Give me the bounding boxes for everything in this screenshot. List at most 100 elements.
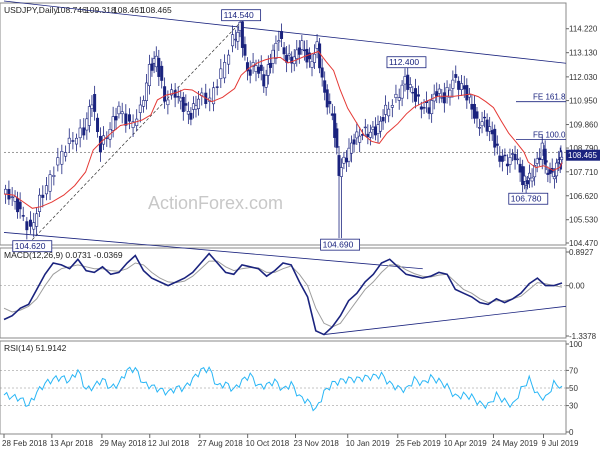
candle-body — [310, 61, 314, 68]
candle-body — [411, 91, 415, 94]
x-tick-label: 12 Jul 2018 — [148, 439, 190, 448]
candle-body — [307, 52, 311, 60]
candle-body — [483, 116, 487, 119]
candle-body — [325, 89, 329, 108]
lower-trendline — [3, 232, 423, 270]
candle-body — [240, 21, 244, 48]
candle-body — [495, 143, 499, 146]
x-tick-label: 27 Aug 2018 — [198, 439, 243, 448]
candle-body — [408, 84, 412, 88]
candle-body — [262, 74, 266, 87]
candle-body — [511, 153, 515, 155]
candle-body — [282, 47, 286, 55]
candle-body — [96, 117, 100, 133]
candle-body — [513, 154, 517, 161]
macd-line — [3, 252, 563, 336]
price-y-tick-label: 108.790 — [569, 144, 598, 153]
candle-body — [215, 86, 219, 88]
x-tick-label: 28 Feb 2018 — [2, 439, 47, 448]
candle-body — [41, 194, 45, 198]
candle-body — [490, 130, 494, 135]
candle-body — [406, 74, 410, 90]
candle-body — [18, 201, 22, 210]
candle-body — [144, 82, 148, 101]
x-tick-label: 10 Jan 2019 — [346, 439, 391, 448]
candle-body — [236, 32, 240, 42]
candle-body — [274, 42, 278, 59]
candle-body — [342, 156, 346, 164]
candle-body — [264, 75, 268, 88]
candle-body — [478, 127, 482, 129]
candle-body — [518, 163, 522, 173]
candle-body — [268, 62, 272, 68]
annotation-label: 112.400 — [389, 57, 419, 67]
watermark: ActionForex.com — [148, 193, 283, 213]
candle-body — [437, 88, 441, 94]
candle-body — [318, 43, 322, 69]
candle-body — [503, 154, 507, 157]
rsi-plot — [0, 366, 566, 412]
candle-body — [560, 156, 564, 160]
rsi-y-tick-label: 100 — [569, 340, 583, 349]
candle-body — [4, 188, 8, 195]
x-tick-label: 10 Oct 2018 — [246, 439, 290, 448]
candle-body — [154, 55, 158, 68]
annotation-label: 106.780 — [511, 194, 542, 204]
annotation-label: 104.690 — [323, 240, 354, 250]
candle-body — [243, 44, 247, 56]
price-y-tick-label: 104.470 — [569, 239, 598, 248]
candle-body — [320, 67, 324, 78]
candle-body — [238, 22, 242, 31]
candle-body — [313, 53, 317, 63]
candle-body — [454, 74, 458, 78]
candle-body — [10, 196, 14, 198]
candle-body — [287, 53, 291, 56]
macd-trendline — [323, 305, 567, 335]
candle-body — [384, 104, 388, 115]
candle-body — [535, 158, 539, 164]
candle-body — [467, 94, 471, 98]
moving-average-line — [3, 50, 563, 209]
price-header-close: 108.465 — [141, 5, 172, 15]
annotation-label: 114.540 — [224, 10, 254, 20]
candle-body — [245, 62, 249, 72]
candle-body — [191, 103, 195, 110]
candle-body — [179, 97, 183, 102]
price-y-tick-label: 105.530 — [569, 216, 598, 225]
candle-body — [337, 155, 341, 176]
candle-body — [315, 41, 319, 49]
current-price-label: 108.465 — [568, 151, 597, 160]
candle-body — [142, 100, 146, 107]
price-header-low: 108.461 — [113, 5, 144, 15]
candle-body — [462, 85, 466, 90]
candle-body — [505, 163, 509, 167]
candle-body — [38, 194, 42, 212]
candle-body — [530, 177, 534, 182]
candle-body — [381, 117, 385, 122]
candle-body — [124, 113, 128, 126]
candle-body — [93, 94, 97, 112]
candle-body — [376, 124, 380, 134]
candle-body — [13, 196, 17, 202]
candle-body — [460, 83, 464, 90]
candle-body — [82, 127, 86, 136]
x-tick-label: 23 Nov 2018 — [294, 439, 340, 448]
candle-body — [387, 108, 391, 117]
candle-body — [355, 131, 359, 139]
price-header-symbol: USDJPY,Daily — [4, 5, 58, 15]
candle-body — [523, 175, 527, 182]
candle-body — [52, 175, 56, 177]
price-y-tick-label: 112.030 — [569, 73, 598, 82]
candle-body — [350, 142, 354, 154]
candle-body — [470, 103, 474, 110]
candle-body — [521, 166, 525, 186]
candle-body — [87, 106, 91, 126]
price-y-tick-label: 106.620 — [569, 192, 598, 201]
candle-body — [266, 64, 270, 76]
candle-body — [147, 64, 151, 87]
candle-body — [176, 96, 180, 98]
x-axis: 28 Feb 2018 13 Apr 2018 29 May 2018 12 Jul … — [2, 434, 579, 448]
candle-body — [493, 128, 497, 148]
annotation-box — [508, 192, 549, 205]
candle-body — [85, 118, 89, 131]
